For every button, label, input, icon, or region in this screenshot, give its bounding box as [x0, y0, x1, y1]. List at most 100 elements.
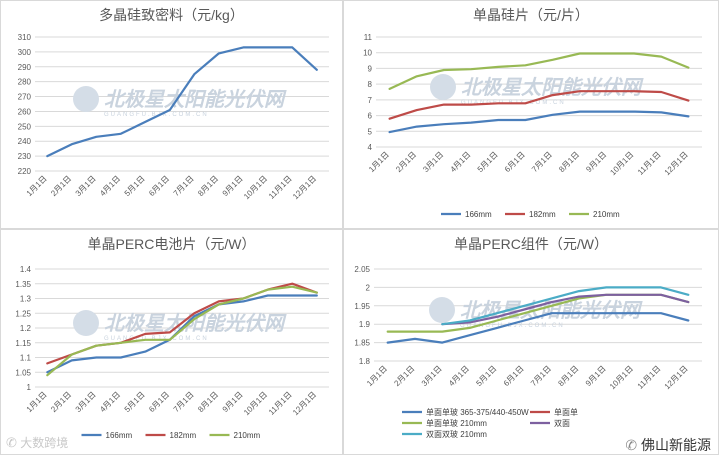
x-tick-label: 8月1日: [196, 174, 220, 198]
x-tick-label: 2月1日: [49, 390, 73, 414]
x-tick-label: 7月1日: [530, 150, 554, 174]
chart-panel-perc-module: 单晶PERC组件（元/W） 1.8 1.85 1.9 1.95 2 2.05 1月1日 2月1日…: [343, 229, 719, 455]
series-line: [46, 46, 318, 158]
y-tick-label: 1.4: [20, 265, 32, 274]
x-tick-label: 3月1日: [74, 174, 98, 198]
x-tick-label: 11月1日: [636, 150, 663, 177]
x-tick-label: 1月1日: [25, 174, 49, 198]
y-tick-label: 1.9: [359, 320, 371, 329]
watermark-text: 北极星太阳能光伏网: [460, 299, 643, 322]
watermark-text: 北极星太阳能光伏网: [104, 88, 287, 111]
y-tick-label: 9: [368, 64, 373, 73]
chart-perc-cell: 单晶PERC电池片（元/W） 1 1.05 1.1 1.15 1.2 1.25 1.3 1.35…: [15, 236, 329, 440]
y-tick-label: 280: [18, 78, 32, 87]
x-tick-label: 1月1日: [25, 390, 49, 414]
footer-left-text: 大数跨境: [20, 436, 69, 450]
legend-label: 单面单: [554, 407, 578, 417]
series-line: [388, 110, 690, 134]
series-line: [441, 293, 690, 326]
y-tick-label: 8: [368, 80, 373, 89]
legend-label: 双面双玻 210mm: [426, 429, 487, 439]
x-tick-label: 12月1日: [663, 364, 690, 391]
y-tick-label: 6: [368, 112, 373, 121]
x-tick-label: 4月1日: [98, 390, 122, 414]
x-tick-label: 7月1日: [172, 174, 196, 198]
chart-mono-wafer: 单晶硅片（元/片） 4 5 6 7 8 9 10 11 1月1日 2月1日 3月1日 4月1日 5月1日 6…: [363, 7, 702, 219]
x-tick-label: 6月1日: [502, 364, 526, 388]
x-tick-label: 2月1日: [392, 364, 416, 388]
x-tick-label: 10月1日: [608, 364, 635, 391]
y-tick-label: 1.8: [359, 357, 371, 366]
chart-polysilicon: 多晶硅致密料（元/kg） 220 230 240 250 260 270 280 290 300 3…: [18, 7, 329, 201]
x-tick-label: 8月1日: [556, 364, 580, 388]
chart-title: 单晶硅片（元/片）: [473, 7, 589, 23]
x-tick-label: 4月1日: [447, 364, 471, 388]
y-tick-label: 1.3: [20, 295, 32, 304]
y-tick-label: 250: [18, 122, 32, 131]
y-tick-label: 230: [18, 152, 32, 161]
wechat-icon: ✆: [625, 437, 638, 453]
watermark-text: 北极星太阳能光伏网: [461, 76, 644, 99]
series-line: [441, 286, 690, 326]
y-tick-label: 2: [366, 283, 371, 292]
watermark-logo-icon: [429, 297, 455, 323]
chart-panel-polysilicon: 多晶硅致密料（元/kg） 220 230 240 250 260 270 280 290 300 3…: [0, 0, 343, 229]
series-line: [386, 312, 690, 344]
legend-label: 166mm: [106, 431, 133, 440]
x-tick-label: 4月1日: [449, 150, 473, 174]
legend-label: 210mm: [593, 210, 620, 219]
x-tick-label: 10月1日: [242, 390, 269, 417]
x-tick-label: 6月1日: [503, 150, 527, 174]
y-tick-label: 290: [18, 63, 32, 72]
legend-label: 210mm: [234, 431, 261, 440]
x-tick-label: 8月1日: [557, 150, 581, 174]
x-tick-label: 9月1日: [584, 150, 608, 174]
x-tick-label: 12月1日: [663, 150, 690, 177]
footer-right-text: 佛山新能源: [641, 437, 711, 453]
x-tick-label: 3月1日: [420, 364, 444, 388]
x-tick-label: 7月1日: [172, 390, 196, 414]
y-tick-label: 300: [18, 48, 32, 57]
y-tick-label: 260: [18, 107, 32, 116]
x-tick-label: 3月1日: [421, 150, 445, 174]
x-tick-label: 8月1日: [196, 390, 220, 414]
y-tick-label: 5: [368, 127, 373, 136]
x-tick-label: 10月1日: [242, 174, 269, 201]
x-tick-label: 1月1日: [365, 364, 389, 388]
chart-title: 多晶硅致密料（元/kg）: [99, 7, 244, 23]
y-tick-label: 11: [364, 33, 373, 42]
y-tick-label: 1.85: [354, 339, 370, 348]
y-tick-label: 4: [368, 143, 373, 152]
y-tick-label: 1.25: [15, 309, 31, 318]
x-tick-label: 5月1日: [123, 174, 147, 198]
wechat-icon: ✆: [6, 435, 17, 450]
x-tick-label: 2月1日: [394, 150, 418, 174]
legend-label: 166mm: [465, 210, 492, 219]
legend-label: 单面单玻 365-375/440-450W: [426, 407, 529, 417]
x-tick-label: 6月1日: [147, 390, 171, 414]
x-tick-label: 7月1日: [529, 364, 553, 388]
x-tick-label: 4月1日: [98, 174, 122, 198]
chart-panel-perc-cell: 单晶PERC电池片（元/W） 1 1.05 1.1 1.15 1.2 1.25 1.3 1.35…: [0, 229, 343, 455]
y-tick-label: 1.2: [20, 324, 32, 333]
y-tick-label: 310: [18, 33, 32, 42]
chart-title: 单晶PERC组件（元/W）: [454, 236, 608, 252]
watermark-logo-icon: [73, 86, 99, 112]
y-tick-label: 1.15: [15, 339, 31, 348]
y-tick-label: 1.05: [15, 368, 31, 377]
legend-label: 182mm: [529, 210, 556, 219]
x-tick-label: 11月1日: [267, 390, 294, 417]
x-tick-label: 12月1日: [291, 174, 318, 201]
legend-label: 182mm: [170, 431, 197, 440]
footer-right: ✆ 佛山新能源: [625, 435, 711, 455]
y-tick-label: 7: [368, 96, 373, 105]
x-tick-label: 5月1日: [476, 150, 500, 174]
y-tick-label: 1.35: [15, 280, 31, 289]
y-tick-label: 1: [27, 383, 32, 392]
chart-title: 单晶PERC电池片（元/W）: [88, 236, 256, 252]
series-line: [46, 285, 318, 377]
chart-perc-module: 单晶PERC组件（元/W） 1.8 1.85 1.9 1.95 2 2.05 1月1日 2月1日…: [354, 236, 702, 439]
x-tick-label: 6月1日: [147, 174, 171, 198]
y-tick-label: 270: [18, 93, 32, 102]
footer-left: ✆ 大数跨境: [6, 434, 68, 451]
